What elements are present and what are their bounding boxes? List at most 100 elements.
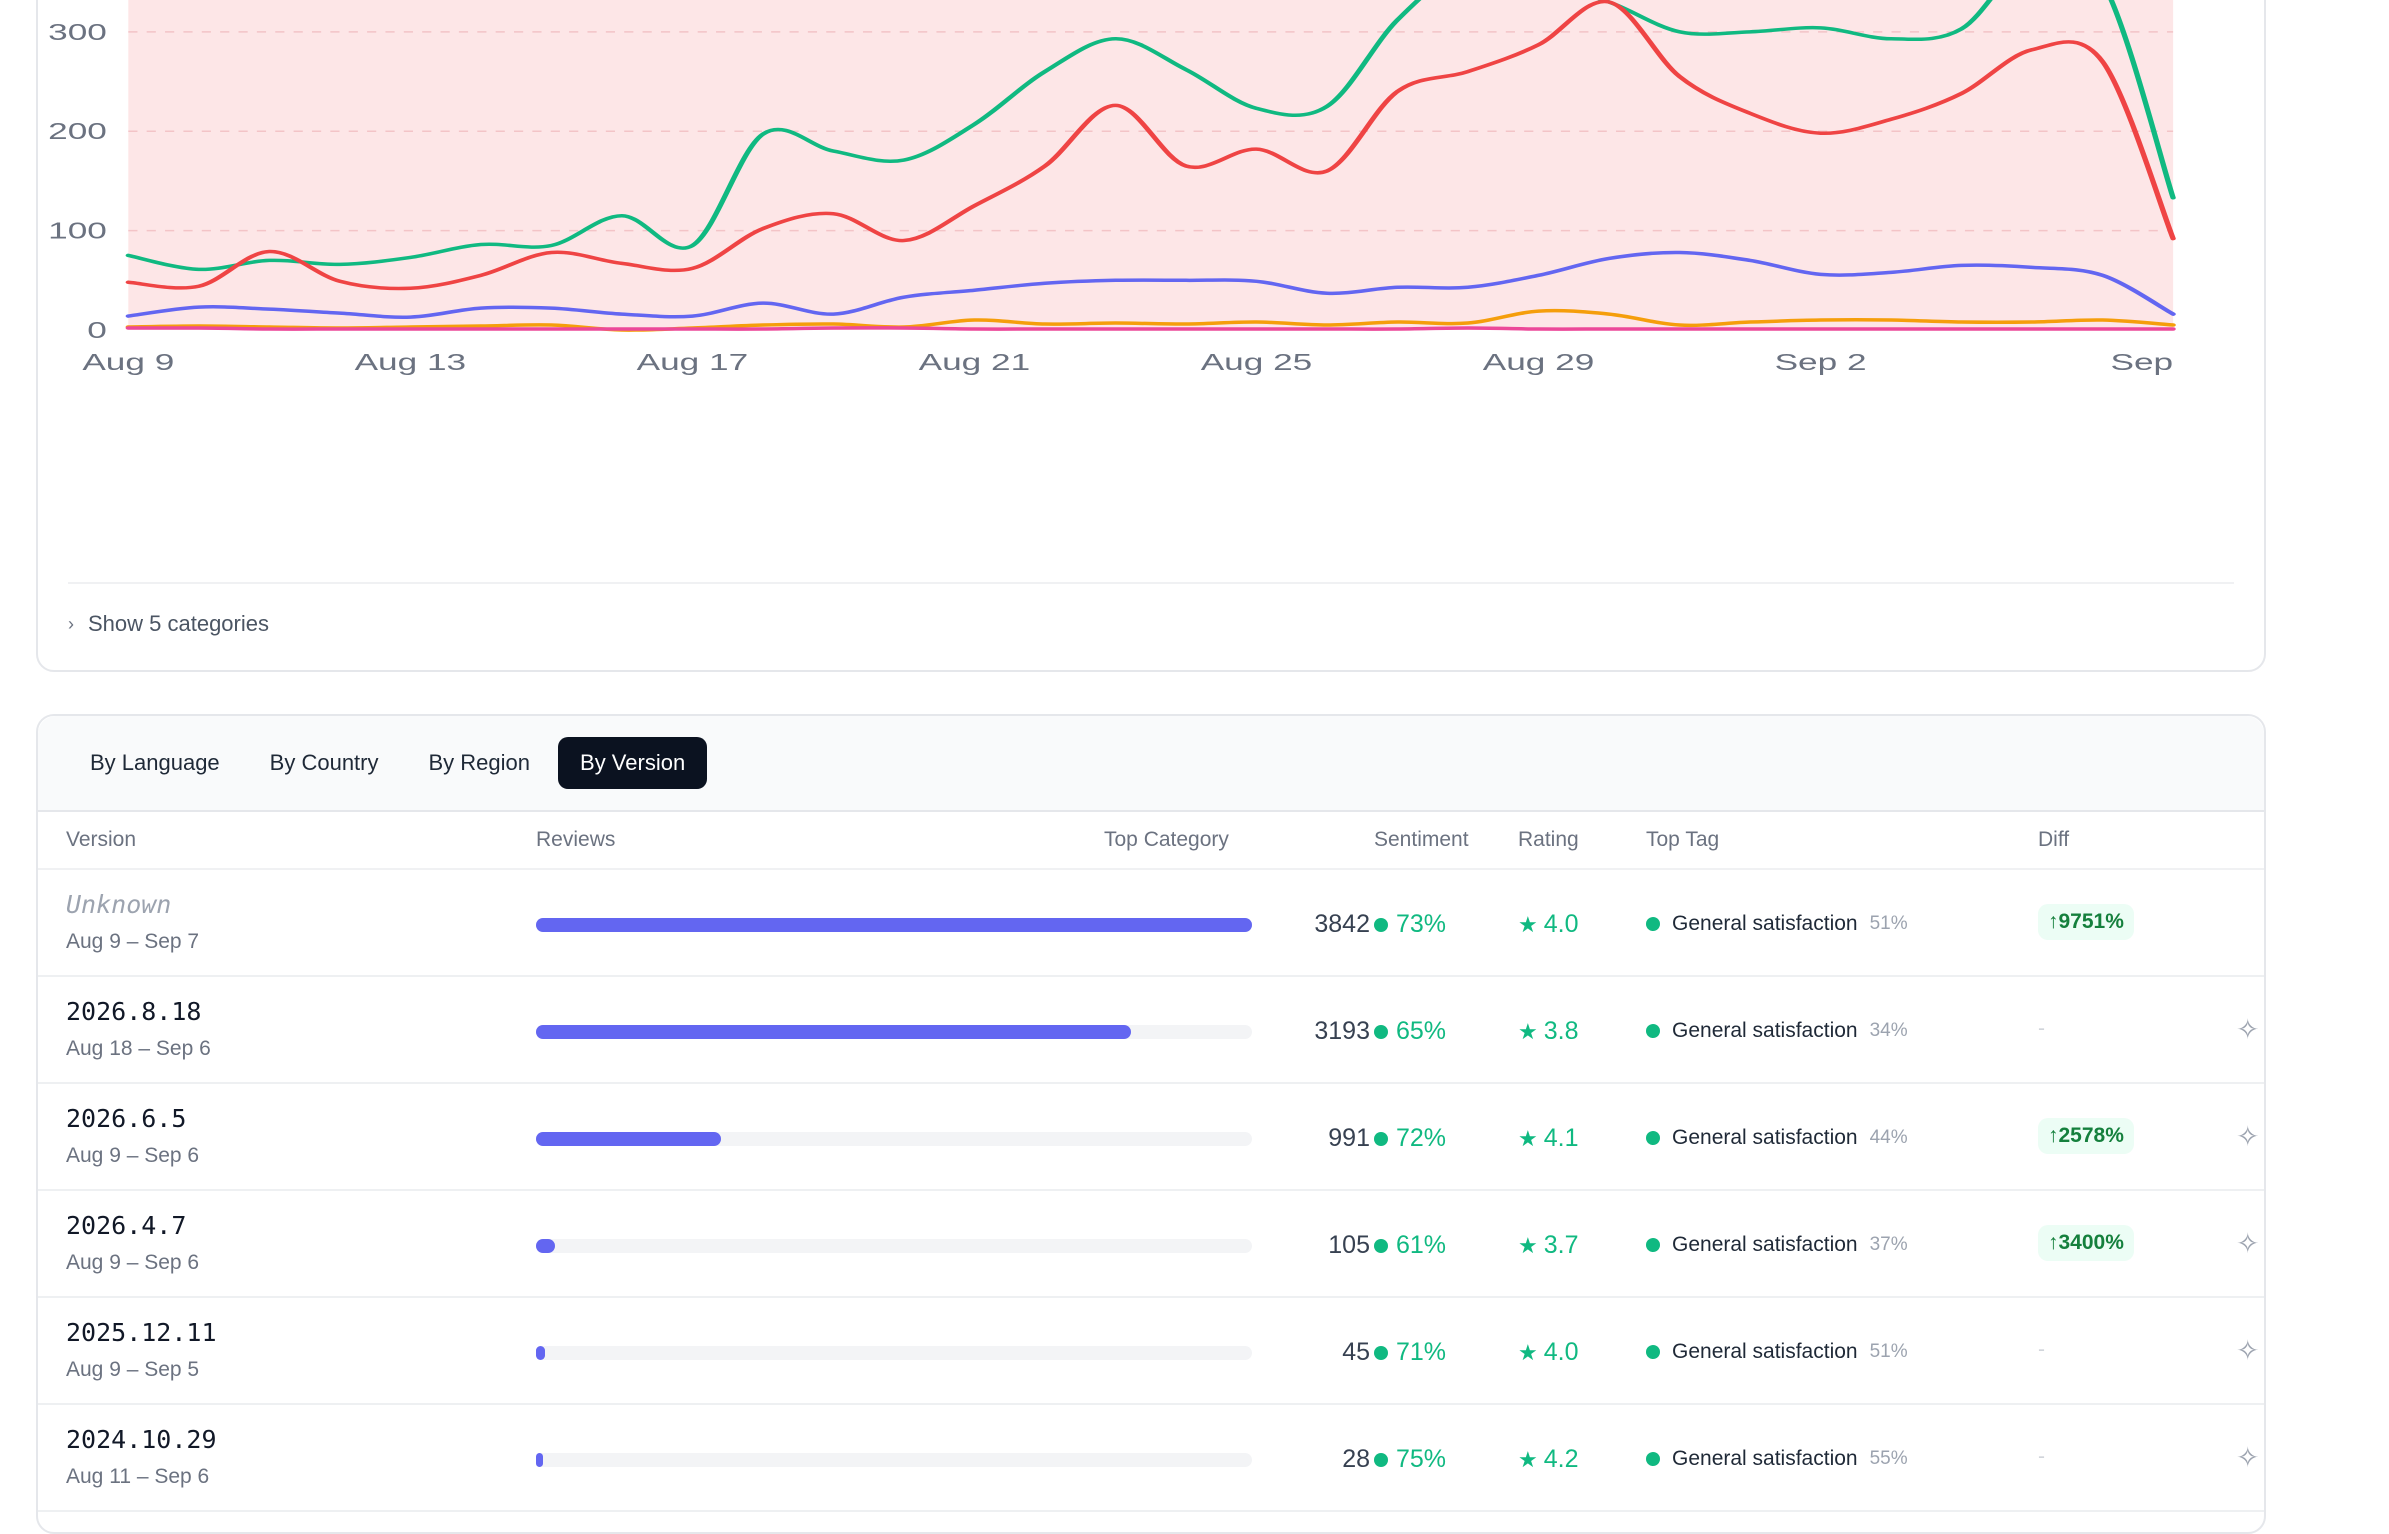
top-tag: General satisfaction 44% (1646, 1126, 1908, 1150)
table-row[interactable]: Unknown Aug 9 – Sep 7 3842 73% ★ 4.0 General s… (38, 870, 2264, 977)
reviews-bar-fill (536, 918, 1252, 932)
sentiment-dot-icon (1374, 917, 1388, 932)
sparkle-icon[interactable]: ✧ (2236, 1228, 2260, 1259)
sentiment-percent: 65% (1396, 1017, 1447, 1045)
rating-value: ★ 4.0 (1518, 1338, 1579, 1367)
y-tick-label: 200 (48, 119, 107, 145)
header-sentiment[interactable]: Sentiment (1374, 828, 1469, 851)
x-tick-label: Sep (2110, 350, 2173, 376)
star-icon: ★ (1518, 911, 1538, 937)
sentiment-percent: 61% (1396, 1231, 1447, 1259)
y-tick-label: 100 (48, 218, 107, 244)
tag-dot-icon (1646, 1131, 1660, 1145)
sparkle-icon[interactable]: ✧ (2236, 1121, 2260, 1152)
header-rating[interactable]: Rating (1518, 828, 1579, 851)
version-date-range: Aug 11 – Sep 6 (66, 1465, 210, 1488)
diff-badge: ↑9751% (2038, 904, 2134, 940)
y-tick-label: 300 (48, 20, 107, 46)
top-tag-label: General satisfaction (1672, 912, 1858, 935)
header-top-category[interactable]: Top Category (1104, 828, 1229, 851)
star-icon: ★ (1518, 1125, 1538, 1151)
top-tag: General satisfaction 51% (1646, 912, 1908, 936)
table-row[interactable]: 2026.6.5 Aug 9 – Sep 6 991 72% ★ 4.1 General s… (38, 1084, 2264, 1191)
sentiment-percent: 75% (1396, 1445, 1447, 1473)
top-tag-percent: 55% (1869, 1448, 1908, 1469)
reviews-count: 105 (1328, 1231, 1370, 1259)
tag-dot-icon (1646, 1452, 1660, 1466)
header-reviews[interactable]: Reviews (536, 828, 616, 851)
x-tick-label: Sep 2 (1775, 350, 1867, 376)
tag-dot-icon (1646, 1238, 1660, 1252)
sentiment-percent: 73% (1396, 910, 1447, 938)
reviews-count: 3193 (1314, 1017, 1370, 1045)
header-diff[interactable]: Diff (2038, 828, 2070, 851)
rating-number: 4.1 (1543, 1124, 1579, 1152)
series-line-pink (125, 326, 2176, 331)
top-tag-label: General satisfaction (1672, 1019, 1858, 1042)
version-label: 2024.10.29 (66, 1425, 217, 1454)
sparkle-icon[interactable]: ✧ (2236, 1335, 2260, 1366)
top-tag-label: General satisfaction (1672, 1233, 1858, 1256)
x-tick-label: Aug 29 (1483, 350, 1595, 376)
reviews-bar-fill (536, 1346, 545, 1360)
reviews-bar-fill (536, 1453, 544, 1467)
star-icon: ★ (1518, 1232, 1538, 1258)
rating-number: 3.7 (1543, 1231, 1579, 1259)
chart-divider (68, 582, 2234, 584)
trend-chart-card: 0 100 200 300 Aug 9 Aug 13 Aug 17 Aug 21 Aug 25 A… (36, 0, 2266, 672)
reviews-bar-fill (536, 1025, 1131, 1039)
top-tag-percent: 34% (1869, 1020, 1908, 1041)
reviews-bar (536, 1346, 1252, 1360)
tab-by-country[interactable]: By Country (269, 750, 379, 775)
header-top-tag[interactable]: Top Tag (1646, 828, 1720, 851)
sentiment-value: 61% (1374, 1231, 1446, 1260)
rating-number: 3.8 (1543, 1017, 1579, 1045)
sparkle-icon[interactable]: ✧ (2236, 1014, 2260, 1045)
reviews-count: 991 (1328, 1124, 1370, 1152)
sentiment-dot-icon (1374, 1024, 1388, 1039)
sentiment-value: 73% (1374, 910, 1446, 939)
tab-by-version[interactable]: By Version (558, 737, 708, 789)
top-tag-label: General satisfaction (1672, 1126, 1858, 1149)
breakdown-tabs: By Language By Country By Region By Vers… (38, 716, 2264, 812)
table-row[interactable]: 2025.12.11 Aug 9 – Sep 5 45 71% ★ 4.0 General … (38, 1298, 2264, 1405)
show-categories-toggle[interactable]: › Show 5 categories (68, 604, 269, 644)
reviews-bar (536, 918, 1252, 932)
series-line-green (125, 0, 2176, 272)
diff-badge: - (2038, 1445, 2045, 1468)
series-line-amber (125, 308, 2176, 332)
rating-value: ★ 4.1 (1518, 1124, 1579, 1153)
top-tag-label: General satisfaction (1672, 1447, 1858, 1470)
reviews-count: 28 (1342, 1445, 1370, 1473)
x-tick-label: Aug 9 (82, 350, 174, 376)
sparkle-icon[interactable]: ✧ (2236, 1442, 2260, 1473)
rating-value: ★ 4.2 (1518, 1445, 1579, 1474)
sentiment-value: 71% (1374, 1338, 1446, 1367)
tab-by-region[interactable]: By Region (428, 750, 531, 775)
reviews-count: 45 (1342, 1338, 1370, 1366)
diff-badge: - (2038, 1017, 2045, 1040)
rating-number: 4.0 (1543, 910, 1579, 938)
sentiment-dot-icon (1374, 1345, 1388, 1360)
version-date-range: Aug 18 – Sep 6 (66, 1037, 211, 1060)
top-tag-percent: 51% (1869, 1341, 1908, 1362)
version-date-range: Aug 9 – Sep 6 (66, 1251, 200, 1274)
table-row[interactable]: 2026.4.7 Aug 9 – Sep 6 105 61% ★ 3.7 General s… (38, 1191, 2264, 1298)
header-version[interactable]: Version (66, 828, 137, 851)
reviews-count: 3842 (1314, 910, 1370, 938)
top-tag: General satisfaction 55% (1646, 1447, 1908, 1471)
version-label: 2025.12.11 (66, 1318, 217, 1347)
top-tag: General satisfaction 34% (1646, 1019, 1908, 1043)
version-label: 2026.6.5 (66, 1104, 187, 1133)
sentiment-percent: 72% (1396, 1124, 1447, 1152)
table-row[interactable]: 2024.10.29 Aug 11 – Sep 6 28 75% ★ 4.2 General… (38, 1405, 2264, 1512)
version-date-range: Aug 9 – Sep 6 (66, 1144, 200, 1167)
tag-dot-icon (1646, 1024, 1660, 1038)
tag-dot-icon (1646, 917, 1660, 931)
version-label: 2026.8.18 (66, 997, 202, 1026)
table-row[interactable]: 2026.8.18 Aug 18 – Sep 6 3193 65% ★ 3.8 Genera… (38, 977, 2264, 1084)
tab-by-language[interactable]: By Language (90, 750, 220, 775)
sentiment-percent: 71% (1396, 1338, 1447, 1366)
rating-number: 4.2 (1543, 1445, 1579, 1473)
star-icon: ★ (1518, 1446, 1538, 1472)
